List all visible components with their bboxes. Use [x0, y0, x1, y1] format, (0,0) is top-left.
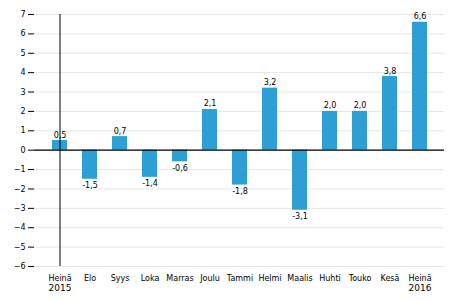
svg-text:-3,1: -3,1 — [292, 212, 308, 221]
svg-text:−4: −4 — [14, 223, 26, 232]
svg-text:0: 0 — [20, 146, 25, 155]
svg-text:−3: −3 — [14, 204, 26, 213]
svg-text:7: 7 — [20, 10, 25, 19]
svg-text:-1,4: -1,4 — [142, 179, 158, 188]
svg-text:Heinä: Heinä — [408, 274, 431, 283]
svg-text:6: 6 — [20, 29, 25, 38]
svg-text:2: 2 — [20, 107, 25, 116]
svg-text:0,7: 0,7 — [114, 127, 127, 136]
svg-text:Heinä: Heinä — [48, 274, 71, 283]
svg-text:2,0: 2,0 — [324, 101, 337, 110]
svg-text:−5: −5 — [14, 243, 26, 252]
svg-text:Tammi: Tammi — [226, 274, 253, 283]
svg-text:Elo: Elo — [84, 274, 96, 283]
svg-text:2,1: 2,1 — [204, 99, 217, 108]
svg-text:1: 1 — [20, 126, 25, 135]
svg-text:Syys: Syys — [111, 274, 130, 283]
svg-text:−1: −1 — [14, 165, 26, 174]
svg-text:3,8: 3,8 — [384, 67, 397, 76]
svg-text:Helmi: Helmi — [258, 274, 281, 283]
svg-text:2016: 2016 — [409, 283, 432, 293]
svg-text:Kesä: Kesä — [381, 274, 400, 283]
svg-text:-1,8: -1,8 — [232, 187, 248, 196]
svg-text:Loka: Loka — [141, 274, 160, 283]
svg-text:−6: −6 — [14, 262, 26, 271]
svg-text:2015: 2015 — [49, 283, 72, 293]
svg-text:5: 5 — [20, 49, 25, 58]
svg-text:-1,5: -1,5 — [82, 181, 98, 190]
svg-text:4: 4 — [20, 68, 25, 77]
svg-text:Touko: Touko — [348, 274, 372, 283]
svg-text:-0,6: -0,6 — [172, 164, 188, 173]
svg-text:Marras: Marras — [166, 274, 193, 283]
svg-text:2,0: 2,0 — [354, 101, 367, 110]
svg-text:−2: −2 — [14, 185, 26, 194]
svg-text:3,2: 3,2 — [264, 78, 277, 87]
svg-text:Joulu: Joulu — [199, 274, 220, 283]
svg-text:Maalis: Maalis — [287, 274, 312, 283]
svg-text:6,6: 6,6 — [414, 12, 427, 21]
svg-text:Huhti: Huhti — [319, 274, 341, 283]
svg-text:3: 3 — [20, 88, 25, 97]
svg-text:0,5: 0,5 — [54, 131, 67, 140]
